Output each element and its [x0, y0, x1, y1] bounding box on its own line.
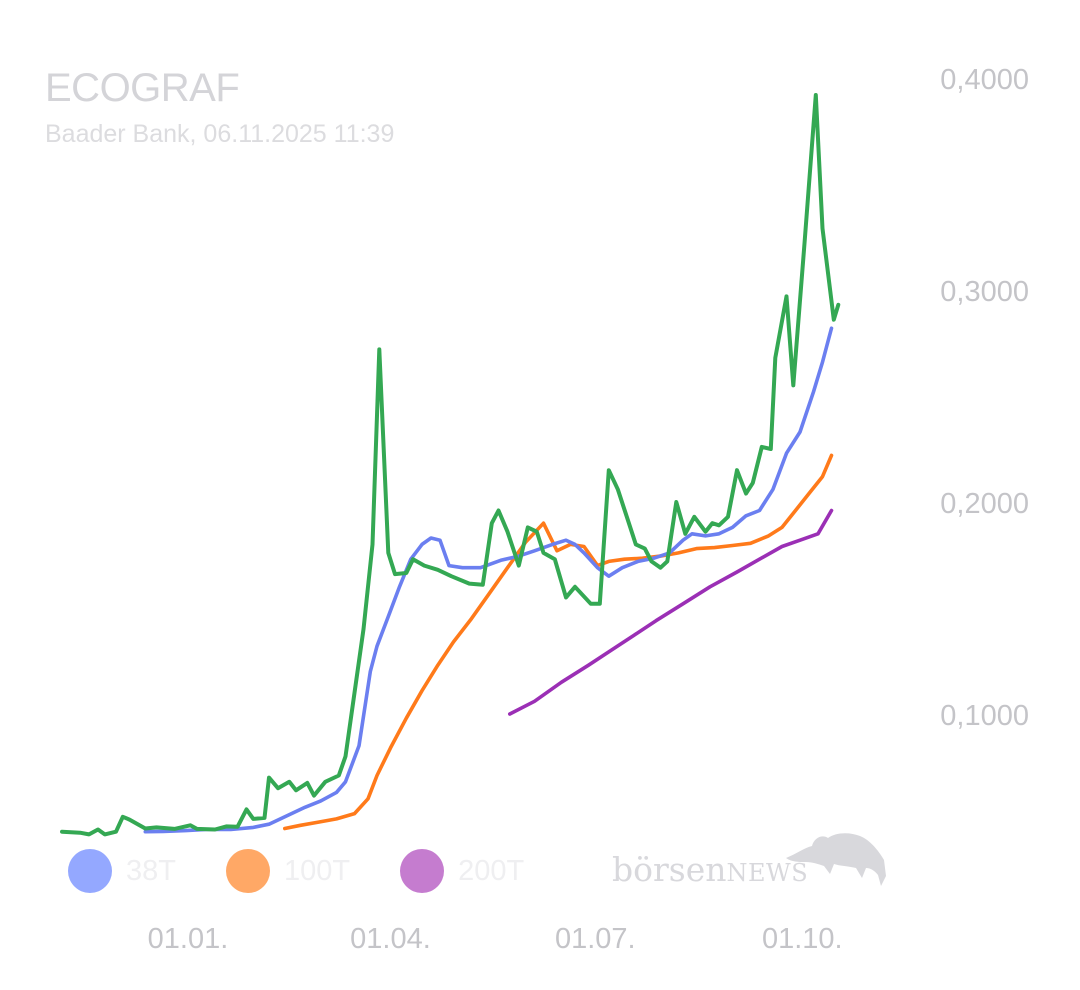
- legend-label-100t: 100T: [283, 854, 351, 887]
- legend: 38T 100T 200T: [68, 848, 574, 894]
- legend-item-200t[interactable]: 200T: [400, 849, 524, 893]
- legend-label-38t: 38T: [126, 854, 176, 887]
- legend-label-200t: 200T: [458, 854, 525, 887]
- brand-logo-text: börsenNEWS: [612, 850, 808, 889]
- legend-dot-200t: [400, 849, 445, 893]
- chart-subtitle: Baader Bank, 06.11.2025 11:39: [45, 120, 395, 148]
- x-tick-label-1: 01.04.: [350, 923, 431, 955]
- y-tick-label-2: 0,2000: [940, 488, 1029, 520]
- x-tick-label-0: 01.01.: [148, 923, 229, 955]
- series-line-200t: [507, 508, 834, 716]
- x-axis-ticks: 01.01. 01.04. 01.07. 01.10.: [148, 923, 843, 955]
- chart-title: ECOGRAF: [45, 66, 240, 110]
- y-tick-label-1: 0,3000: [940, 276, 1029, 308]
- x-tick-label-3: 01.10.: [762, 923, 843, 955]
- y-tick-label-0: 0,4000: [940, 64, 1029, 96]
- legend-item-38t[interactable]: 38T: [68, 849, 176, 893]
- brand-name-lower: börsen: [612, 850, 727, 889]
- bull-icon: [786, 833, 886, 886]
- legend-item-100t[interactable]: 100T: [225, 849, 351, 893]
- chart-lines: [60, 93, 841, 837]
- y-axis-ticks: 0,4000 0,3000 0,2000 0,1000: [940, 64, 1029, 732]
- x-tick-label-2: 01.07.: [555, 923, 636, 955]
- series-line-100t: [282, 453, 834, 831]
- legend-dot-38t: [68, 849, 112, 893]
- series-line-38t: [143, 326, 834, 834]
- series-line-kurs: [60, 93, 841, 837]
- y-tick-label-3: 0,1000: [940, 700, 1029, 732]
- legend-dot-100t: [225, 849, 270, 893]
- brand-name-upper: NEWS: [726, 859, 809, 887]
